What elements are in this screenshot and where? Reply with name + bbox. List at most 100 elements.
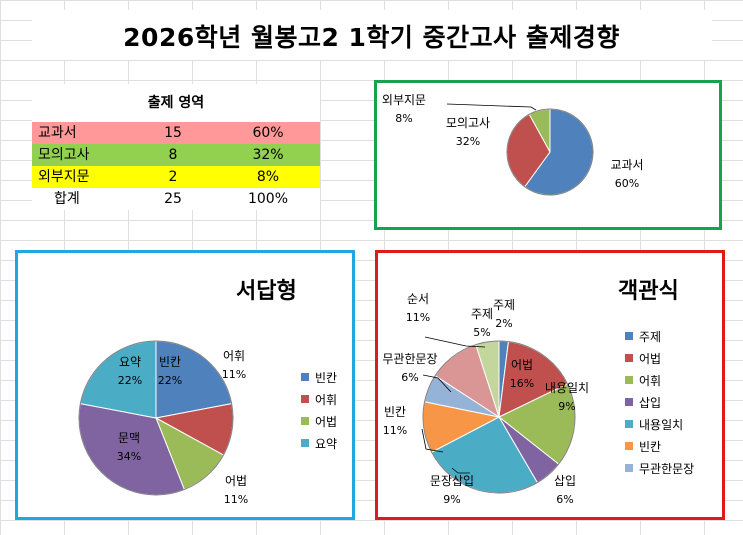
legend-item: 삽입 bbox=[625, 391, 694, 413]
legend-swatch bbox=[625, 332, 633, 340]
slice-label: 모의고사 bbox=[446, 116, 490, 130]
slice-label: 주제 bbox=[493, 298, 515, 312]
table-cell-label: 모의고사 bbox=[38, 147, 90, 163]
legend-item: 내용일치 bbox=[625, 413, 694, 435]
slice-value-label: 60% bbox=[615, 177, 639, 190]
slice-label: 무관한문장 bbox=[382, 352, 437, 366]
slice-value-label: 11% bbox=[224, 493, 248, 506]
table-row-total: 합계 25 100% bbox=[32, 188, 320, 210]
table-row: 모의고사 8 32% bbox=[32, 144, 320, 166]
table-cell-pct: 8% bbox=[256, 169, 280, 185]
legend-label: 빈칸 bbox=[315, 370, 338, 385]
pie-outline bbox=[78, 340, 234, 496]
table-cell-count: 2 bbox=[168, 169, 178, 185]
slice-value-label: 32% bbox=[456, 135, 480, 148]
legend-swatch bbox=[625, 376, 633, 384]
legend-swatch bbox=[625, 464, 633, 472]
table-cell-pct: 100% bbox=[247, 191, 289, 207]
slice-value-label: 11% bbox=[222, 368, 246, 381]
legend-label: 내용일치 bbox=[639, 417, 684, 432]
legend-label: 주제 bbox=[639, 329, 662, 344]
table-header: 출제 영역 bbox=[147, 95, 205, 111]
legend-swatch bbox=[625, 442, 633, 450]
legend-label: 어법 bbox=[315, 414, 338, 429]
legend-item: 요약 bbox=[301, 432, 337, 454]
slice-label: 삽입 bbox=[554, 474, 576, 488]
legend-item: 무관한문장 bbox=[625, 457, 694, 479]
legend-item: 어법 bbox=[625, 347, 694, 369]
title-background bbox=[32, 10, 712, 60]
legend-swatch bbox=[301, 373, 309, 381]
slice-label: 어휘 bbox=[223, 349, 245, 363]
legend-item: 어휘 bbox=[625, 369, 694, 391]
summary-pie-chart: 교과서 60% 모의고사 32% 외부지문 8% bbox=[382, 93, 644, 196]
slice-value-label: 34% bbox=[117, 450, 141, 463]
leader-line bbox=[422, 374, 452, 393]
slice-value-label: 5% bbox=[473, 326, 490, 339]
summary-pie-panel: 교과서 60% 모의고사 32% 외부지문 8% bbox=[374, 80, 722, 230]
leader-line bbox=[446, 103, 537, 111]
legend-item: 어법 bbox=[301, 410, 337, 432]
leader-line bbox=[421, 428, 444, 453]
page-title: 2026학년 월봉고2 1학기 중간고사 출제경향 bbox=[123, 23, 620, 52]
slice-label: 빈칸 bbox=[384, 405, 406, 419]
slice-value-label: 9% bbox=[558, 400, 575, 413]
slice-label: 요약 bbox=[119, 354, 141, 369]
slice-label: 교과서 bbox=[610, 158, 643, 172]
legend-label: 어휘 bbox=[639, 373, 662, 388]
table-row: 교과서 15 60% bbox=[32, 122, 320, 144]
legend-swatch bbox=[301, 439, 309, 447]
legend-swatch bbox=[301, 395, 309, 403]
objective-pie-panel: 객관식 주제 2% 어법 16% 내용일치 9% 삽입 6% 문장삽입 9% 빈칸 11% 무관한문장 6… bbox=[375, 250, 725, 520]
legend-swatch bbox=[625, 398, 633, 406]
legend-item: 빈칸 bbox=[301, 366, 337, 388]
slice-value-label: 22% bbox=[158, 374, 182, 387]
slice-label: 외부지문 bbox=[382, 93, 426, 107]
leader-line bbox=[424, 336, 486, 348]
table-row: 외부지문 2 8% bbox=[32, 166, 320, 188]
slice-value-label: 2% bbox=[495, 317, 512, 330]
slice-label: 어법 bbox=[511, 358, 533, 372]
slice-value-label: 11% bbox=[406, 311, 430, 324]
legend-label: 삽입 bbox=[639, 395, 662, 410]
slice-value-label: 6% bbox=[556, 493, 573, 506]
legend-item: 어휘 bbox=[301, 388, 337, 410]
table-cell-pct: 60% bbox=[252, 125, 284, 141]
legend-label: 빈칸 bbox=[639, 439, 662, 454]
legend-item: 주제 bbox=[625, 325, 694, 347]
table-cell-count: 15 bbox=[164, 125, 182, 141]
slice-value-label: 22% bbox=[118, 374, 142, 387]
legend-swatch bbox=[625, 354, 633, 362]
slice-value-label: 8% bbox=[395, 112, 412, 125]
slice-label: 문맥 bbox=[118, 431, 140, 445]
slice-label: 빈칸 bbox=[159, 355, 181, 369]
summary-table: 출제 영역 교과서 15 60% 모의고사 8 32% 외부지문 2 8% 합계… bbox=[32, 84, 320, 210]
slice-label: 순서 bbox=[407, 292, 429, 306]
legend-item: 빈칸 bbox=[625, 435, 694, 457]
legend-swatch bbox=[625, 420, 633, 428]
table-cell-pct: 32% bbox=[252, 147, 284, 163]
slice-label: 내용일치 bbox=[545, 381, 589, 395]
slice-value-label: 6% bbox=[401, 371, 418, 384]
slice-value-label: 16% bbox=[510, 377, 534, 390]
slice-value-label: 11% bbox=[383, 424, 407, 437]
table-cell-count: 25 bbox=[164, 191, 182, 207]
legend-label: 어법 bbox=[639, 351, 662, 366]
subjective-pie-chart: 빈칸 22% 어휘 11% 어법 11% 문맥 34% 요약 22% bbox=[78, 340, 248, 506]
table-cell-count: 8 bbox=[168, 147, 178, 163]
objective-title: 객관식 bbox=[618, 279, 679, 304]
legend-label: 어휘 bbox=[315, 392, 338, 407]
table-cell-label: 외부지문 bbox=[38, 169, 90, 185]
slice-label: 문장삽입 bbox=[430, 474, 474, 488]
legend-label: 요약 bbox=[315, 436, 338, 451]
table-cell-label: 합계 bbox=[54, 191, 80, 207]
pie-outline bbox=[506, 108, 594, 196]
slice-label: 어법 bbox=[225, 474, 247, 488]
slice-label: 주제 bbox=[471, 307, 493, 321]
legend-swatch bbox=[301, 417, 309, 425]
pie-outline bbox=[422, 340, 576, 494]
leader-line bbox=[451, 467, 470, 474]
